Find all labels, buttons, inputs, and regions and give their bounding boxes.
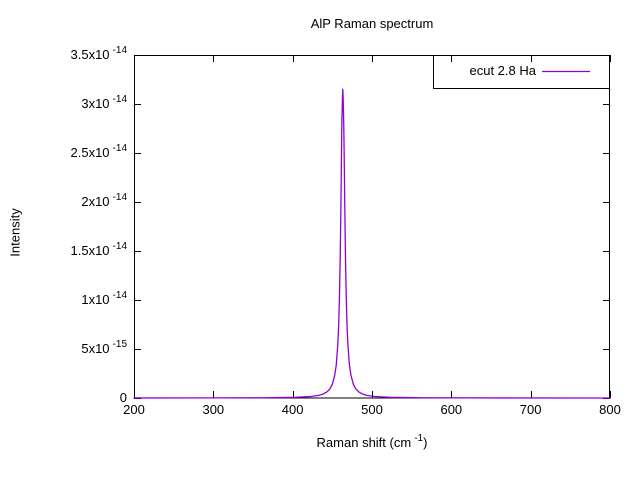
y-tick-label: 0 bbox=[119, 390, 127, 405]
legend-entry-label: ecut 2.8 Ha bbox=[469, 63, 537, 78]
x-axis-label-exponent: -1 bbox=[414, 433, 424, 444]
y-tick-exponent: -14 bbox=[112, 241, 127, 252]
x-tick-label: 800 bbox=[599, 402, 621, 417]
x-axis-label: Raman shift (cm -1) bbox=[134, 433, 610, 450]
x-tick-label: 600 bbox=[440, 402, 463, 417]
chart-title: AlP Raman spectrum bbox=[310, 16, 434, 31]
y-tick-label: 2x10 -14 bbox=[81, 192, 127, 209]
y-tick-exponent: -14 bbox=[112, 290, 127, 301]
y-tick-label: 1.5x10 -14 bbox=[70, 241, 128, 258]
y-tick-exponent: -14 bbox=[112, 192, 127, 203]
legend-box bbox=[433, 55, 610, 89]
x-axis-label-text: Raman shift (cm bbox=[316, 435, 412, 450]
y-tick-label: 3.5x10 -14 bbox=[70, 45, 128, 62]
y-tick-exponent: -14 bbox=[112, 143, 127, 154]
y-tick-label: 3x10 -14 bbox=[81, 94, 127, 111]
x-tick-label: 500 bbox=[361, 402, 383, 417]
y-tick-label: 2.5x10 -14 bbox=[70, 143, 128, 160]
y-tick-exponent: -14 bbox=[112, 45, 127, 56]
x-tick-label: 700 bbox=[519, 402, 542, 417]
x-axis-label-suffix: ) bbox=[423, 435, 428, 450]
data-curve bbox=[133, 88, 611, 399]
plot-frame bbox=[134, 55, 610, 399]
y-tick-exponent: -15 bbox=[112, 339, 127, 350]
series-line bbox=[133, 88, 611, 399]
x-tick-label: 400 bbox=[281, 402, 304, 417]
tick-marks bbox=[134, 55, 611, 399]
y-tick-label: 1x10 -14 bbox=[81, 290, 127, 307]
y-tick-exponent: -14 bbox=[112, 94, 127, 105]
x-tick-label: 200 bbox=[123, 402, 145, 417]
x-tick-label: 300 bbox=[202, 402, 225, 417]
y-tick-label: 5x10 -15 bbox=[81, 339, 127, 356]
